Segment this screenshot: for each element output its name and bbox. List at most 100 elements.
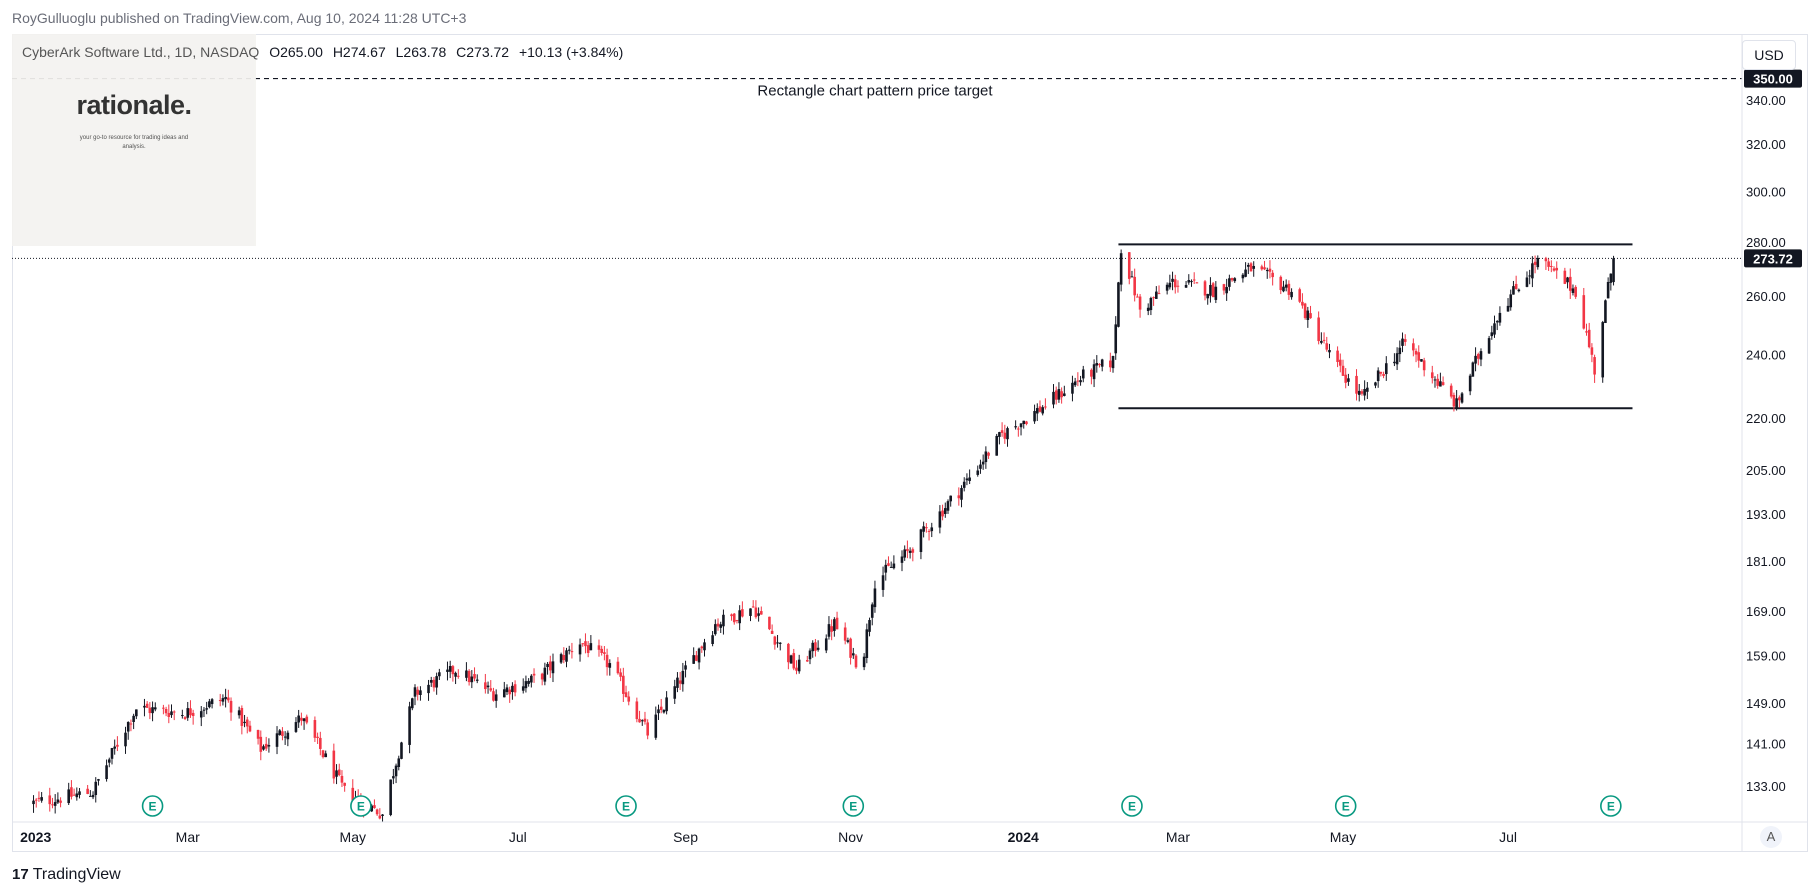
candle-down (751, 600, 755, 608)
candle-down (1044, 398, 1047, 410)
candle-body (1290, 291, 1293, 298)
candle-down (1157, 285, 1161, 295)
candle-up (1209, 277, 1212, 303)
candle-down (635, 697, 639, 723)
candle-down (603, 646, 606, 661)
candle-body (627, 696, 631, 702)
earnings-marker: E (350, 795, 372, 817)
candle-body (191, 712, 195, 717)
candle-down (1360, 389, 1364, 396)
candle-up (900, 550, 904, 572)
time-axis[interactable]: 2023 Mar May Jul Sep Nov 2024 Mar May Jul (12, 821, 1808, 845)
candle-body (313, 720, 317, 738)
earnings-icon: E (357, 800, 365, 814)
candle-body (1263, 267, 1266, 270)
candle-up (1606, 277, 1610, 299)
candle-body (1119, 253, 1123, 285)
candle-body (1536, 257, 1540, 268)
candle-body (340, 775, 344, 783)
candle-up (1528, 269, 1531, 285)
candle-up (662, 709, 666, 714)
candle-body (153, 707, 157, 710)
candle-body (1357, 390, 1361, 395)
candle-body (1095, 363, 1099, 366)
candle-up (1146, 303, 1150, 316)
candle-up (1244, 262, 1247, 278)
candle-body (1563, 270, 1567, 284)
candle-body (543, 667, 547, 682)
candle-body (1152, 297, 1155, 299)
candle-up (1384, 356, 1388, 381)
candle-body (987, 452, 990, 456)
candle-down (162, 704, 165, 715)
candle-down (1587, 322, 1591, 349)
earnings-icon: E (149, 800, 157, 814)
candle-up (654, 706, 658, 740)
candle-down (754, 600, 758, 619)
candle-up (286, 730, 290, 747)
candle-up (1509, 289, 1513, 311)
candle-body (300, 717, 303, 721)
candle-body (110, 748, 114, 759)
candle-down (1301, 293, 1304, 309)
candle-up (640, 719, 644, 726)
candle-body (1366, 387, 1369, 392)
candle-body (1393, 361, 1396, 364)
candle-body (619, 672, 622, 677)
candle-up (153, 702, 157, 712)
candle-down (1544, 256, 1548, 270)
candle-body (792, 653, 796, 669)
candle-body (1590, 347, 1594, 355)
candle-body (1303, 303, 1307, 319)
candle-body (1171, 278, 1174, 282)
candle-body (854, 655, 858, 668)
candle-up (370, 804, 374, 813)
candle-body (335, 770, 338, 777)
candle-down (1452, 392, 1456, 412)
candle-body (811, 642, 815, 652)
candle-body (91, 794, 95, 798)
candle-down (730, 613, 733, 621)
y-tick-label: 220.00 (1746, 411, 1786, 426)
candle-body (903, 549, 907, 558)
tradingview-brand[interactable]: 17 TradingView (12, 866, 121, 884)
candle-body (532, 673, 536, 676)
candle-body (1014, 426, 1017, 428)
candle-body (1604, 300, 1607, 324)
candle-body (1111, 355, 1115, 369)
candle-down (732, 612, 736, 625)
candle-up (435, 672, 438, 695)
candle-body (1038, 406, 1042, 412)
ohlc-legend: CyberArk Software Ltd., 1D, NASDAQ O265.… (22, 44, 623, 60)
auto-scale-button[interactable]: A (1760, 826, 1782, 848)
candle-body (1187, 280, 1191, 283)
candle-body (1355, 375, 1358, 394)
candle-body (227, 697, 230, 701)
candle-up (408, 701, 411, 754)
candle-body (1022, 420, 1026, 425)
candle-body (324, 753, 328, 758)
candle-up (1014, 420, 1017, 430)
candle-up (851, 647, 855, 659)
y-tick-label: 320.00 (1746, 137, 1786, 152)
candle-down (659, 698, 663, 714)
candle-down (167, 704, 171, 724)
candle-down (337, 763, 341, 777)
candle-down (1355, 369, 1358, 401)
candle-up (1420, 359, 1423, 362)
candle-up (808, 648, 812, 665)
candle-body (1306, 310, 1310, 320)
currency-button[interactable]: USD (1742, 40, 1796, 70)
y-tick-label: 205.00 (1746, 463, 1786, 478)
candle-body (167, 712, 171, 717)
candle-body (70, 787, 73, 797)
candle-body (979, 464, 982, 469)
earnings-icon: E (1342, 800, 1350, 814)
candle-body (135, 709, 138, 717)
candle-body (456, 675, 460, 677)
candle-body (827, 624, 831, 637)
price-axis[interactable]: 133.00 141.00 149.00 159.00 169.00 181.00 193.… (1741, 34, 1802, 852)
candle-down (451, 664, 455, 682)
candle-down (616, 657, 620, 675)
